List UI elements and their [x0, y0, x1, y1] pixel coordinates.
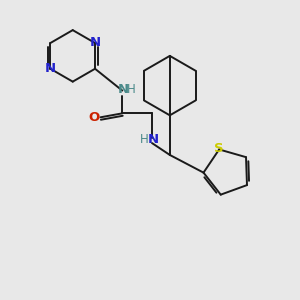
- Text: N: N: [45, 62, 56, 75]
- Text: O: O: [88, 111, 99, 124]
- Text: N: N: [118, 83, 129, 96]
- Text: N: N: [147, 133, 158, 146]
- Text: N: N: [89, 37, 100, 50]
- Text: H: H: [127, 83, 136, 96]
- Text: S: S: [214, 142, 224, 155]
- Text: H: H: [140, 133, 148, 146]
